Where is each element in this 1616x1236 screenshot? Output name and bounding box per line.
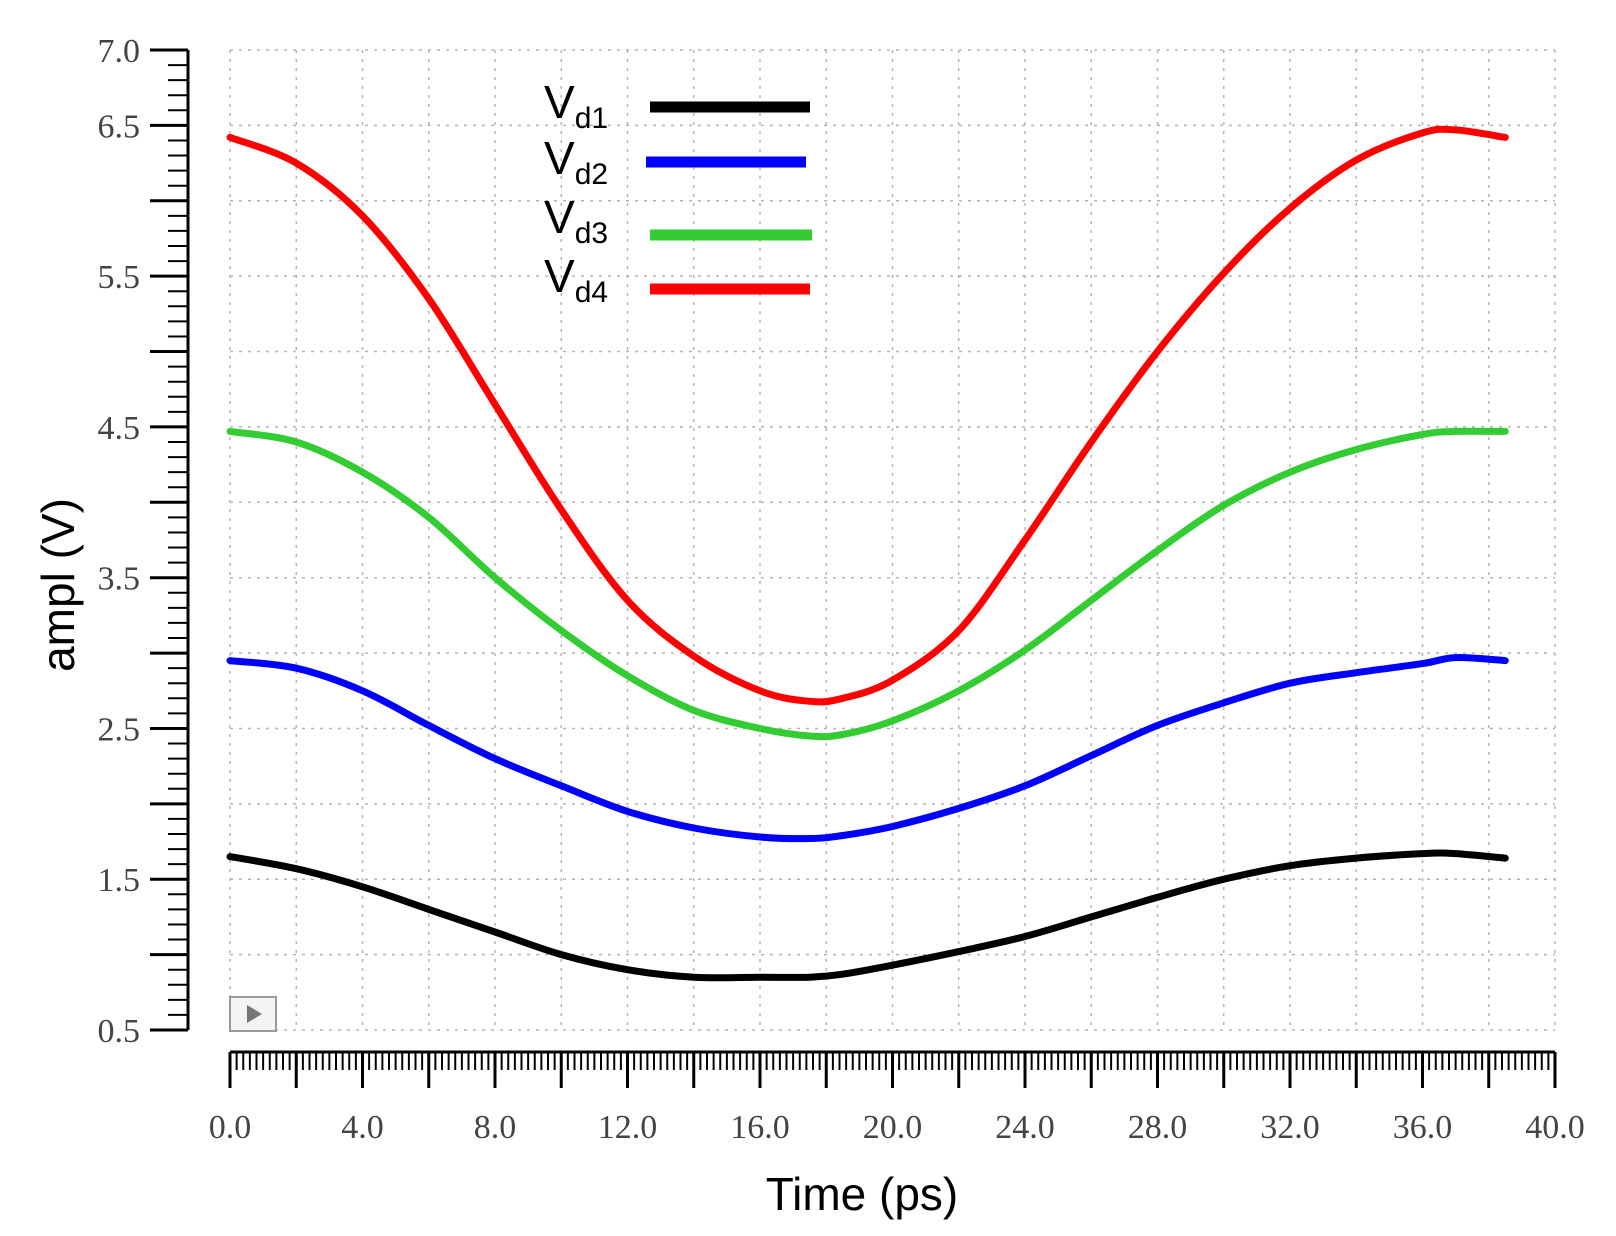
series-line-vd3: [226, 427, 1509, 741]
series-lines: [226, 125, 1509, 982]
legend-entry-vd1: Vd1: [544, 76, 810, 135]
y-tick-label: 1.5: [98, 862, 141, 899]
x-tick-label: 16.0: [730, 1109, 790, 1146]
y-tick-label: 7.0: [98, 33, 141, 70]
legend-label: Vd1: [544, 76, 608, 135]
grid: [229, 49, 1556, 1031]
x-tick-label: 20.0: [863, 1109, 923, 1146]
y-tick-label: 6.5: [98, 108, 141, 145]
y-axis-title: ampl (V): [32, 498, 84, 672]
x-tick-label: 0.0: [209, 1109, 252, 1146]
x-tick-label: 36.0: [1393, 1109, 1453, 1146]
y-tick-label: 5.5: [98, 259, 141, 296]
legend-entry-vd3: Vd3: [544, 191, 812, 250]
play-icon[interactable]: [229, 996, 277, 1032]
x-tick-label: 4.0: [341, 1109, 384, 1146]
y-tick-label: 3.5: [98, 561, 141, 598]
legend-entry-vd2: Vd2: [544, 132, 806, 191]
legend: Vd1 Vd2 Vd3 Vd4: [544, 76, 812, 309]
legend-label: Vd2: [544, 132, 608, 191]
series-line-vd4: [226, 125, 1509, 706]
series-line-vd1: [226, 849, 1509, 982]
y-axis: 0.5 1.5 2.5 3.5 4.5 5.5 6.5 7.0: [98, 33, 190, 1050]
y-tick-label: 2.5: [98, 711, 141, 748]
x-tick-label: 24.0: [995, 1109, 1055, 1146]
x-tick-label: 12.0: [598, 1109, 658, 1146]
x-tick-label: 32.0: [1260, 1109, 1320, 1146]
y-tick-label: 4.5: [98, 410, 141, 447]
x-tick-label: 40.0: [1525, 1109, 1585, 1146]
legend-entry-vd4: Vd4: [544, 250, 810, 309]
y-tick-label: 0.5: [98, 1013, 141, 1050]
legend-label: Vd4: [544, 250, 608, 309]
x-axis: 0.0 4.0 8.0 12.0 16.0 20.0 24.0 28.0 32.0 36.0 40.…: [209, 1050, 1585, 1146]
x-axis-title: Time (ps): [766, 1168, 959, 1220]
x-tick-label: 8.0: [474, 1109, 517, 1146]
series-line-vd2: [226, 654, 1509, 843]
legend-label: Vd3: [544, 191, 608, 250]
x-tick-label: 28.0: [1128, 1109, 1188, 1146]
